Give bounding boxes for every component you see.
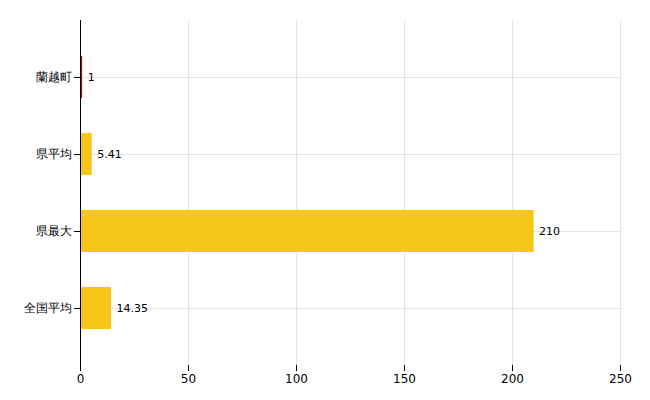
svg-text:210: 210 — [539, 225, 560, 238]
svg-text:県平均: 県平均 — [36, 147, 72, 161]
svg-text:県最大: 県最大 — [36, 224, 72, 238]
svg-text:100: 100 — [285, 372, 308, 386]
svg-text:1: 1 — [88, 71, 95, 84]
svg-text:250: 250 — [609, 372, 632, 386]
svg-text:0: 0 — [77, 372, 85, 386]
svg-text:5.41: 5.41 — [97, 148, 122, 161]
svg-text:14.35: 14.35 — [116, 302, 148, 315]
svg-text:150: 150 — [393, 372, 416, 386]
svg-text:全国平均: 全国平均 — [24, 301, 72, 315]
svg-text:蘭越町: 蘭越町 — [36, 70, 72, 84]
svg-text:50: 50 — [181, 372, 196, 386]
svg-text:200: 200 — [501, 372, 524, 386]
